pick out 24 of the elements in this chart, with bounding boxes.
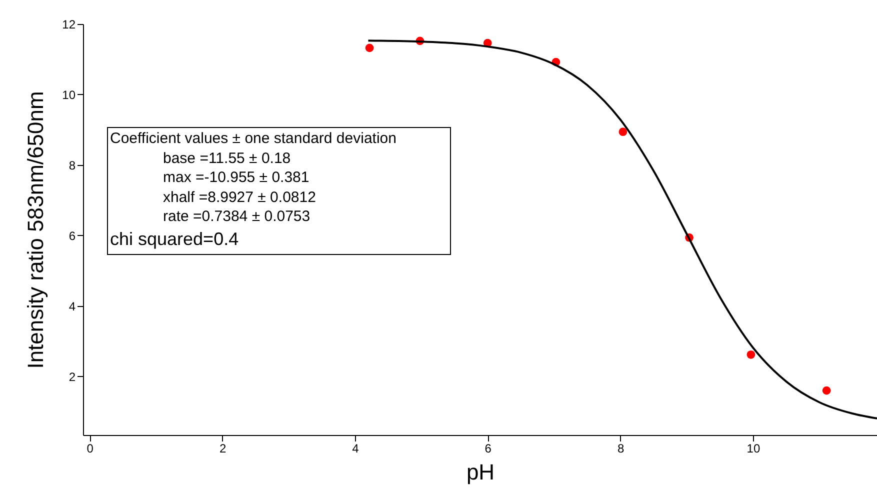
point — [822, 386, 831, 395]
x-tick-label: 2 — [219, 442, 226, 456]
y-tick-label: 2 — [68, 370, 76, 384]
point — [365, 44, 374, 52]
annotation: max =-10.955 ± 0.381 — [162, 168, 310, 188]
x-tick-label: 10 — [746, 442, 760, 456]
point — [618, 128, 628, 136]
y-tick-label: 8 — [68, 158, 76, 172]
x-axis-title: pH — [466, 460, 495, 484]
y-tick-label: 10 — [62, 88, 76, 102]
annotation: base =11.55 ± 0.18 — [162, 148, 292, 168]
x-tick-label: 0 — [86, 442, 94, 456]
annotation: rate =0.7384 ± 0.0753 — [162, 207, 312, 226]
y-tick-label: 12 — [62, 18, 76, 32]
x-tick-label: 4 — [352, 442, 360, 456]
x-tick-label: 8 — [617, 442, 624, 456]
y-axis-title: Intensity ratio 583nm/650nm — [23, 91, 48, 369]
x-tick-label: 6 — [484, 442, 492, 456]
y-tick-label: 4 — [68, 299, 76, 314]
point — [746, 350, 756, 359]
y-tick-label: 6 — [68, 228, 76, 243]
annotation: Coefficient values ± one standard deviation — [110, 129, 398, 148]
annotation: xhalf =8.9927 ± 0.0812 — [162, 188, 317, 207]
annotation: chi squared=0.4 — [110, 228, 240, 250]
